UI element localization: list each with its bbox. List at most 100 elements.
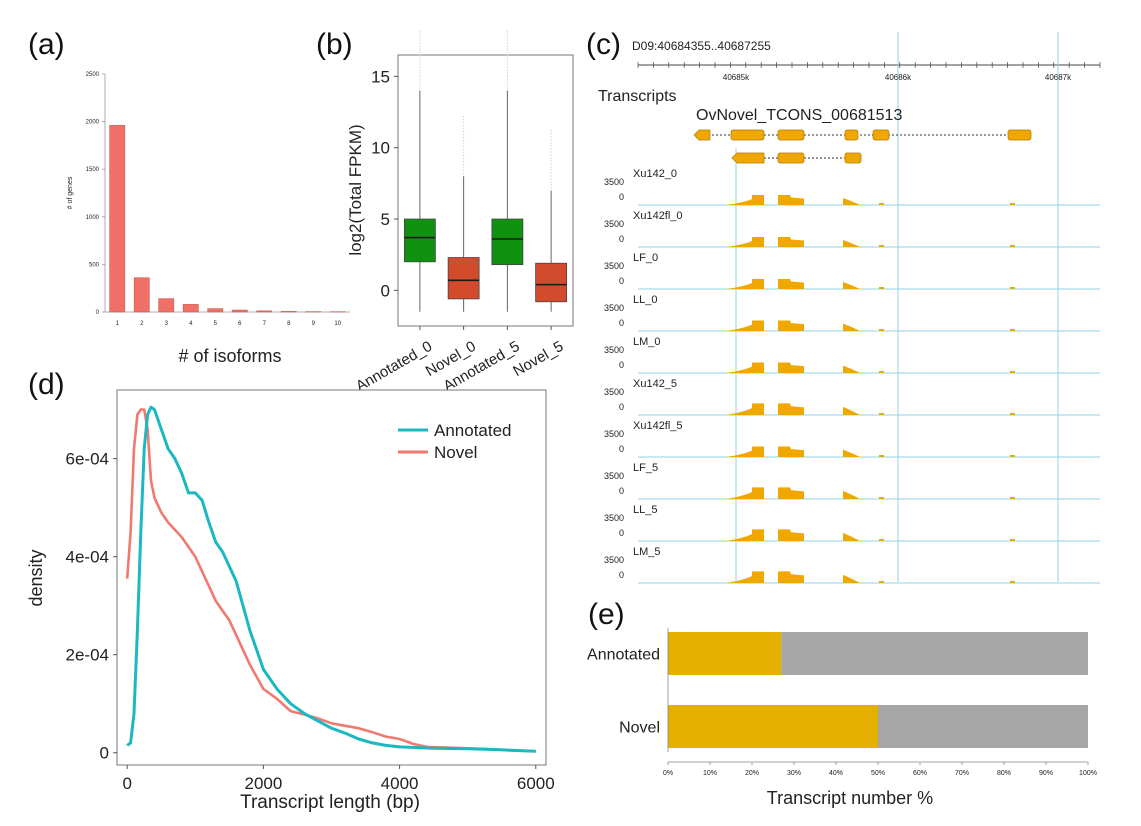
coverage-peak [726, 403, 764, 415]
box [535, 262, 568, 303]
track-max-label: 3500 [604, 345, 624, 355]
coverage-peak [778, 571, 804, 583]
coverage-peak [1010, 413, 1015, 415]
y-tick-label: 0 [381, 281, 390, 300]
y-tick-label: 500 [89, 262, 100, 268]
x-tick-label: 3 [165, 321, 169, 327]
legend-label: Novel [434, 443, 477, 462]
series-line-novel [125, 408, 536, 753]
track-name: LF_5 [633, 462, 658, 474]
coverage-peak [843, 406, 860, 415]
y-tick-label: 0 [100, 744, 109, 763]
track-min-label: 0 [619, 528, 624, 538]
track-min-label: 0 [619, 444, 624, 454]
y-tick-label: 2e-04 [66, 646, 109, 665]
track-min-label: 0 [619, 234, 624, 244]
transcripts-title: Transcripts [598, 88, 677, 105]
track-min-label: 0 [619, 192, 624, 202]
track-name: LL_5 [633, 504, 657, 516]
coverage-peak [1010, 455, 1015, 457]
region-label: D09:40684355..40687255 [632, 39, 771, 53]
y-tick-label: 2500 [86, 72, 100, 78]
x-tick-label: 0 [122, 774, 131, 793]
coverage-peak [778, 237, 804, 247]
coverage-peak [1010, 245, 1015, 247]
bar [280, 311, 297, 313]
x-tick-label: 70% [955, 770, 969, 777]
x-tick-label: 10 [334, 321, 341, 327]
coverage-peak [726, 529, 764, 541]
coverage-peak [879, 413, 884, 415]
x-axis-title: # of isoforms [178, 346, 281, 366]
x-axis-title: Transcript number % [767, 788, 933, 808]
coverage-peak [778, 446, 804, 457]
panel-a-label: (a) [28, 28, 65, 61]
x-tick-label: 50% [871, 770, 885, 777]
x-tick-label: 1 [116, 321, 120, 327]
track-max-label: 3500 [604, 261, 624, 271]
panel-b-label: (b) [316, 28, 353, 61]
y-axis-title: log2(Total FPKM) [346, 124, 365, 255]
track-name: LL_0 [633, 294, 657, 306]
y-tick-label: 15 [371, 67, 390, 86]
bar [182, 304, 199, 313]
coverage-peak [726, 320, 764, 331]
coverage-peak [726, 362, 764, 373]
x-tick-label: 4 [189, 321, 193, 327]
y-tick-label: 4e-04 [66, 548, 109, 567]
panel-e-label: (e) [588, 598, 625, 631]
coverage-peak [843, 490, 860, 499]
exon [844, 152, 862, 164]
track-min-label: 0 [619, 402, 624, 412]
track-min-label: 0 [619, 570, 624, 580]
y-tick-label: 10 [371, 139, 390, 158]
coverage-peak [1010, 371, 1015, 373]
coverage-peak [778, 279, 804, 289]
x-tick-label: 30% [787, 770, 801, 777]
legend-label: Annotated [434, 421, 512, 440]
coverage-peak [1010, 287, 1015, 289]
exon [872, 129, 890, 141]
coverage-peak [778, 529, 804, 541]
coverage-peak [843, 240, 860, 247]
plot-frame [116, 389, 547, 766]
coverage-peak [726, 279, 764, 289]
exon [777, 152, 805, 164]
coverage-peak [879, 203, 884, 205]
x-tick-label: 80% [997, 770, 1011, 777]
x-tick-label: 20% [745, 770, 759, 777]
category-label: Novel [619, 720, 660, 737]
exon [693, 129, 711, 141]
coverage-peak [778, 362, 804, 373]
coverage-peak [843, 365, 860, 373]
coverage-peak [843, 198, 860, 205]
exon [777, 129, 805, 141]
x-tick-label: 40% [829, 770, 843, 777]
box [491, 218, 524, 266]
bar [133, 277, 150, 313]
x-tick-label: 10% [703, 770, 717, 777]
track-max-label: 3500 [604, 555, 624, 565]
bar [231, 309, 248, 313]
coverage-peak [879, 497, 884, 499]
coverage-peak [778, 320, 804, 331]
track-min-label: 0 [619, 360, 624, 370]
coverage-peak [1010, 203, 1015, 205]
track-name: Xu142fl_5 [633, 420, 683, 432]
y-tick-label: 1500 [86, 167, 100, 173]
track-min-label: 0 [619, 276, 624, 286]
x-tick-label: 6 [238, 321, 242, 327]
track-max-label: 3500 [604, 177, 624, 187]
coverage-peak [843, 323, 860, 331]
coverage-peak [726, 195, 764, 205]
x-tick-label: 7 [263, 321, 267, 327]
coverage-peak [879, 329, 884, 331]
coverage-peak [778, 403, 804, 415]
y-tick-label: 2000 [86, 120, 100, 126]
coverage-peak [879, 245, 884, 247]
track-name: LM_5 [633, 546, 661, 558]
track-max-label: 3500 [604, 513, 624, 523]
